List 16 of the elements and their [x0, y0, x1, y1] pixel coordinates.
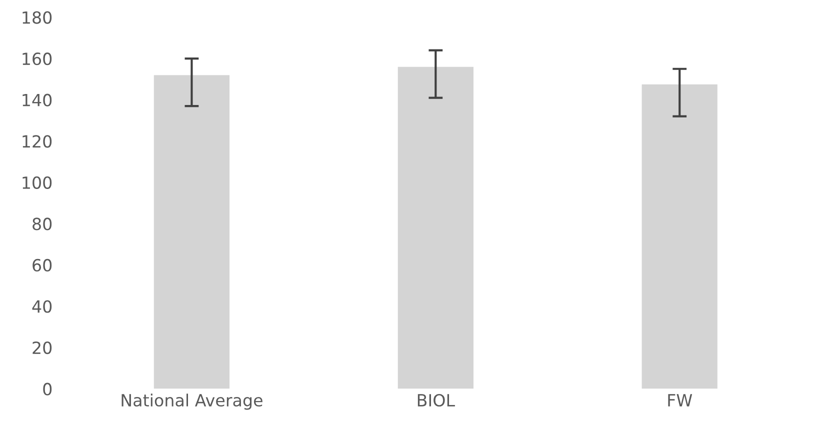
y-tick-label: 0 [43, 382, 52, 396]
y-tick-label: 100 [22, 176, 52, 189]
bar [642, 84, 718, 389]
y-tick-label: 180 [22, 11, 52, 24]
y-tick-label: 40 [32, 300, 52, 313]
bar [398, 66, 474, 389]
y-tick-label: 140 [22, 94, 52, 106]
bar [154, 75, 230, 389]
y-tick-label: 20 [32, 341, 52, 354]
x-tick-label: BIOL [418, 394, 455, 407]
x-tick-label: FW [668, 394, 692, 406]
x-tick-label: National Average [122, 394, 262, 410]
y-tick-label: 60 [32, 258, 52, 272]
y-tick-label: 120 [22, 135, 52, 148]
y-tick-label: 160 [22, 52, 52, 66]
y-tick-label: 80 [32, 218, 52, 230]
